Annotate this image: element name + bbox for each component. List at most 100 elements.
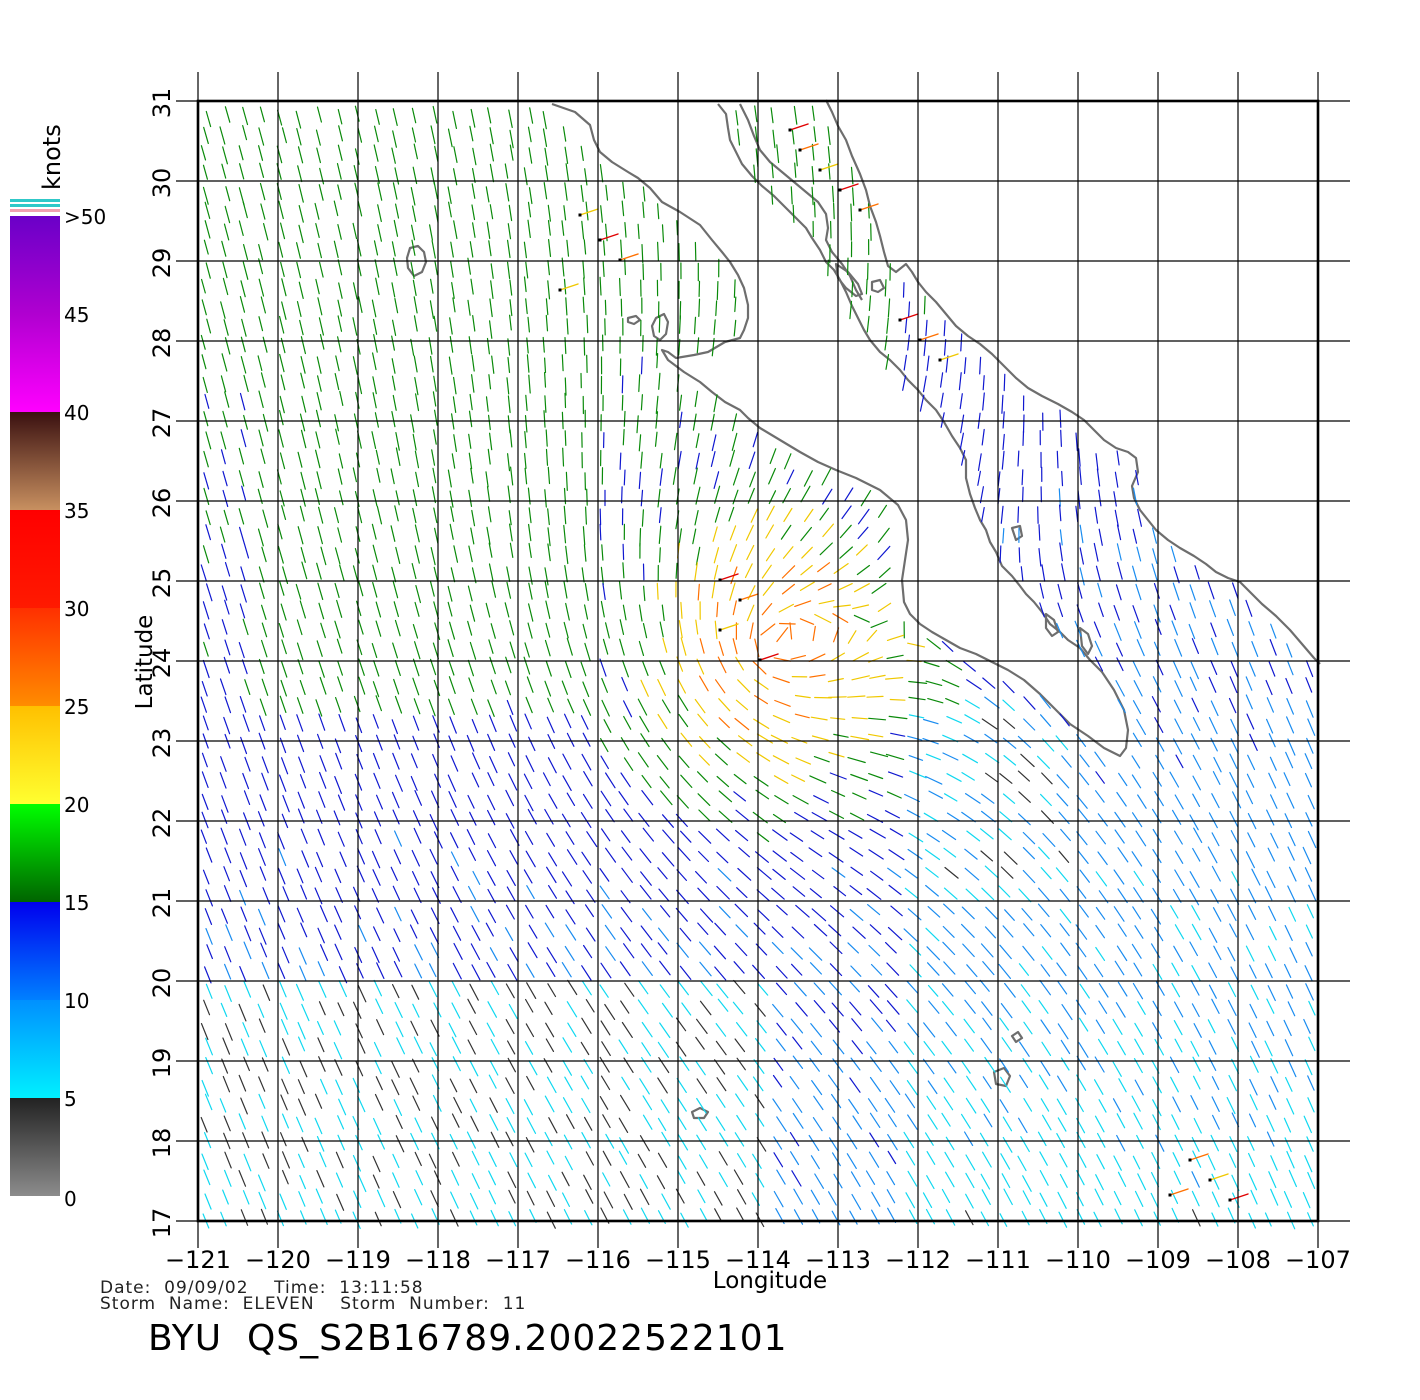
wind-vector: [945, 355, 949, 373]
wind-vector: [869, 1132, 880, 1148]
wind-vector: [829, 963, 843, 977]
lon-tick-label: −118: [405, 1246, 471, 1274]
wind-vector: [472, 222, 476, 238]
wind-vector: [642, 1095, 653, 1111]
wind-vector: [808, 847, 823, 858]
wind-vector: [279, 315, 285, 334]
wind-vector: [1095, 871, 1108, 887]
wind-vector: [639, 1078, 650, 1095]
wind-vector: [782, 488, 792, 504]
wind-vector: [1060, 1057, 1070, 1071]
wind-vector: [509, 1152, 518, 1168]
wind-vector: [831, 185, 835, 203]
wind-vector: [583, 770, 593, 787]
wind-vector: [222, 1189, 229, 1205]
wind-vector: [314, 866, 323, 883]
wind-vector: [923, 1040, 936, 1056]
wind-vector: [827, 677, 844, 683]
wind-vector: [772, 829, 788, 841]
wind-vector: [657, 1152, 668, 1168]
wind-vector: [299, 965, 307, 981]
wind-vector: [677, 450, 682, 470]
wind-vector: [280, 603, 287, 621]
wind-vector: [315, 699, 323, 717]
wind-vector: [678, 528, 683, 547]
wind-vector: [827, 259, 829, 277]
wind-vector: [546, 947, 558, 964]
wind-vector: [886, 1189, 896, 1204]
wind-vector: [1057, 981, 1068, 995]
wind-vector: [1192, 754, 1202, 771]
wind-vector: [792, 886, 806, 897]
wind-vector: [715, 1093, 726, 1108]
wind-vector: [1131, 774, 1142, 789]
wind-vector: [885, 753, 905, 761]
wind-vector: [639, 1188, 650, 1206]
wind-vector: [580, 1075, 590, 1090]
wind-vector: [1023, 1021, 1033, 1035]
wind-vector: [242, 106, 249, 126]
wind-vector: [392, 752, 400, 770]
wind-vector: [392, 580, 399, 599]
wind-vector: [1131, 755, 1141, 769]
wind-vector: [770, 185, 774, 205]
wind-vector: [543, 182, 548, 200]
wind-vector: [580, 811, 592, 829]
wind-vector: [1131, 565, 1138, 582]
wind-vector: [260, 372, 266, 388]
wind-vector: [756, 752, 771, 762]
wind-vector: [431, 1116, 439, 1132]
wind-vector: [925, 884, 939, 897]
wind-vector: [315, 129, 321, 146]
wind-vector: [412, 810, 421, 827]
wind-vector: [945, 1136, 955, 1151]
wind-vector: [828, 810, 845, 820]
wind-vector: [279, 1002, 288, 1020]
wind-vector: [277, 962, 286, 980]
wind-vector: [259, 1040, 268, 1058]
wind-vector: [337, 184, 342, 200]
wind-vector: [1113, 1155, 1122, 1171]
wind-vector: [583, 337, 586, 356]
wind-vector: [1208, 927, 1218, 943]
wind-vector: [373, 1041, 382, 1057]
wind-vector: [619, 638, 625, 656]
wind-vector: [203, 999, 211, 1016]
wind-vector: [353, 1190, 362, 1209]
wind-vector: [1231, 582, 1239, 600]
wind-vector: [718, 1151, 728, 1166]
wind-vector: [547, 983, 557, 998]
wind-vector: [696, 1097, 707, 1114]
wind-vector: [320, 944, 329, 962]
wind-vector: [960, 1113, 971, 1129]
wind-vector: [567, 698, 575, 714]
wind-vector: [961, 811, 976, 823]
wind-vector: [817, 583, 832, 591]
wind-vector: [923, 812, 939, 822]
wind-vector: [353, 1001, 362, 1019]
wind-vector: [733, 791, 747, 802]
wind-vector: [965, 1154, 976, 1171]
wind-vector: [852, 792, 867, 800]
wind-vector: [412, 1003, 420, 1018]
wind-vector: [1250, 1189, 1258, 1205]
wind-vector: [1191, 1003, 1200, 1018]
wind-vector: [791, 774, 806, 782]
wind-vector: [1192, 793, 1201, 808]
wind-vector: [544, 680, 552, 697]
wind-vector: [295, 983, 304, 1001]
wind-vector: [1020, 566, 1024, 582]
wind-vector: [1002, 411, 1005, 429]
wind-vector: [1247, 832, 1256, 848]
colorbar-tick-label: 5: [64, 1087, 77, 1111]
wind-vector: [224, 337, 231, 355]
wind-vector: [599, 164, 604, 183]
wind-vector: [884, 983, 898, 998]
wind-vector: [1020, 753, 1035, 768]
wind-vector: [1055, 867, 1069, 883]
wind-vector: [660, 1099, 670, 1114]
wind-vector: [411, 239, 416, 256]
colorbar-cap-cyan-2: [10, 204, 60, 207]
wind-vector: [1304, 965, 1313, 982]
wind-vector: [1059, 923, 1070, 937]
